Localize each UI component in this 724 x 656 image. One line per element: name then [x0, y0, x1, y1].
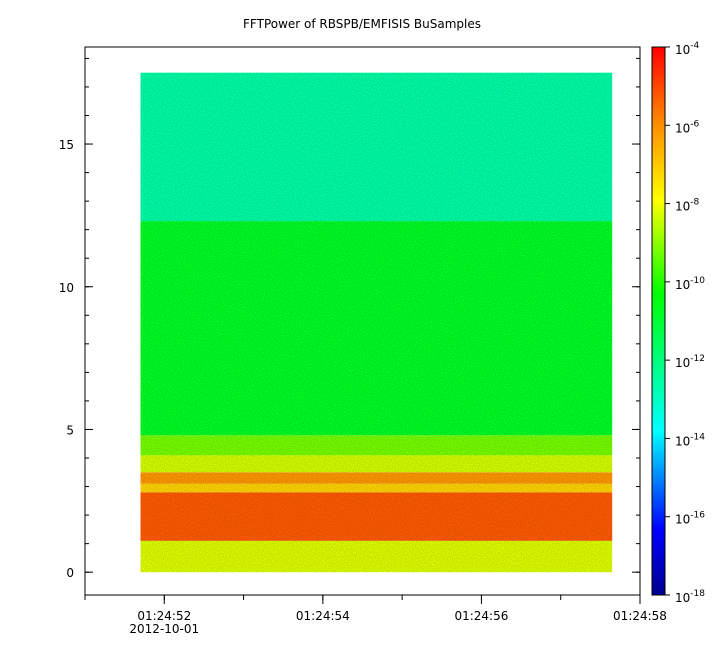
- x-tick-label: 01:24:56: [454, 609, 508, 623]
- colorbar-tick-label: 10-8: [675, 198, 700, 214]
- x-date-label: 2012-10-01: [129, 622, 199, 636]
- x-tick-label: 01:24:54: [296, 609, 350, 623]
- colorbar-tick-label: 10-14: [675, 432, 705, 448]
- colorbar-tick-label: 10-18: [675, 589, 705, 605]
- colorbar-tick-label: 10-4: [675, 41, 700, 57]
- y-tick-label: 15: [59, 138, 74, 152]
- y-tick-label: 0: [66, 566, 74, 580]
- colorbar: [651, 46, 666, 596]
- colorbar-tick-label: 10-12: [675, 354, 705, 370]
- chart-title: FFTPower of RBSPB/EMFISIS BuSamples: [243, 17, 481, 31]
- y-tick-label: 5: [66, 423, 74, 437]
- x-tick-label: 01:24:52: [137, 609, 191, 623]
- x-tick-label: 01:24:58: [613, 609, 667, 623]
- colorbar-tick-label: 10-10: [675, 276, 705, 292]
- colorbar-tick-label: 10-16: [675, 511, 705, 527]
- colorbar-axis: 10-4 10-6 10-8 10-10 10-12 10-14 10-16 10-18: [665, 41, 705, 605]
- y-tick-label: 10: [59, 281, 74, 295]
- spectrogram-noise: [140, 72, 613, 573]
- y-axis: 0 5 10 15: [59, 57, 640, 580]
- x-axis: 01:24:52 01:24:54 01:24:56 01:24:58: [84, 595, 667, 623]
- colorbar-tick-label: 10-6: [675, 119, 700, 135]
